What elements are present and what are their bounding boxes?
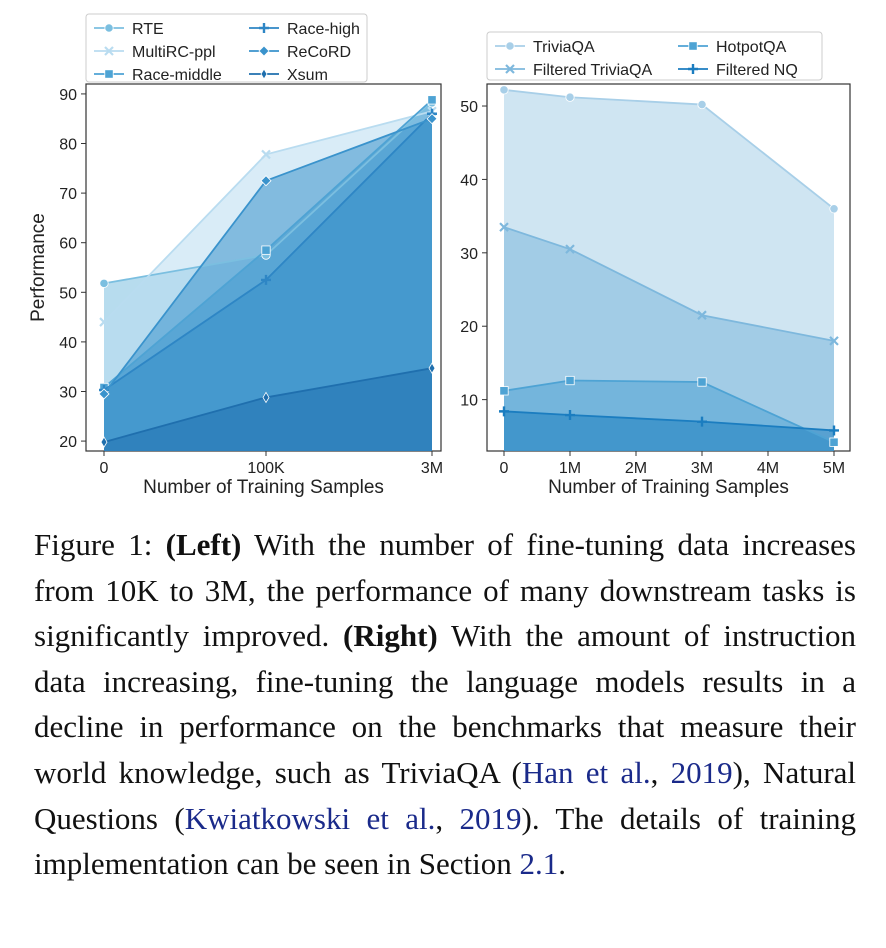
- data-point-0-1: [565, 92, 575, 102]
- x-tick-label: 100K: [247, 460, 285, 477]
- legend-marker-5: [260, 68, 268, 80]
- data-point-1-0: [99, 317, 109, 327]
- data-point-4-0: [98, 388, 110, 400]
- y-tick-label: 50: [59, 285, 77, 302]
- data-point-1-0: [499, 222, 509, 232]
- x-axis-label: Number of Training Samples: [548, 477, 789, 498]
- y-tick-label: 30: [59, 384, 77, 401]
- x-tick-label: 3M: [691, 460, 713, 477]
- data-point-2-2: [697, 377, 707, 387]
- y-tick-label: 30: [460, 246, 478, 263]
- data-point-3-1: [565, 410, 575, 421]
- legend-label-3: Race-high: [287, 21, 360, 38]
- data-point-2-0: [499, 386, 509, 396]
- data-point-1-1: [261, 149, 271, 160]
- y-tick-label: 10: [460, 393, 478, 410]
- legend-label-5: Xsum: [287, 67, 328, 84]
- legend-marker-2: [104, 69, 114, 79]
- data-point-1-3: [829, 336, 839, 346]
- series-line-3: [503, 410, 835, 432]
- y-tick-label: 70: [59, 186, 77, 203]
- citation-han-year-link[interactable]: 2019: [670, 754, 733, 790]
- figure-label: Figure 1:: [34, 527, 153, 562]
- data-point-3-2: [697, 416, 707, 427]
- legend-label-1: MultiRC-ppl: [132, 44, 216, 61]
- legend-marker-2: [688, 41, 698, 51]
- data-point-0-0: [99, 278, 109, 288]
- y-tick-label: 40: [460, 172, 478, 189]
- y-tick-label: 40: [59, 335, 77, 352]
- legend-label-3: Filtered NQ: [716, 62, 798, 79]
- series-area-4: [104, 118, 432, 451]
- x-tick-label: 1M: [559, 460, 581, 477]
- legend-label-4: ReCoRD: [287, 44, 351, 61]
- data-point-1-1: [565, 244, 575, 254]
- right-chart: 10 20 30 40 50 0 1M 2M 3M 4M 5M Number of Training …: [460, 31, 851, 498]
- data-point-1-2: [697, 310, 707, 320]
- right-text-1: With the amount of instruction data incr…: [34, 618, 856, 790]
- legend-marker-3: [259, 23, 269, 33]
- legend-label-0: TriviaQA: [533, 39, 595, 56]
- x-tick-label: 4M: [757, 460, 779, 477]
- legend-label-2: Race-middle: [132, 67, 222, 84]
- data-point-3-1: [261, 274, 271, 285]
- data-point-5-1: [262, 391, 270, 404]
- x-tick-label: 0: [500, 460, 509, 477]
- x-tick-label: 5M: [823, 460, 845, 477]
- legend-box: [486, 31, 823, 81]
- right-text-2: ), Natural Questions (: [34, 754, 857, 836]
- series-area-5: [104, 368, 432, 451]
- data-point-2-2: [427, 95, 437, 105]
- data-point-3-3: [829, 425, 839, 436]
- series-line-0: [503, 88, 835, 210]
- x-tick-label: 0: [100, 460, 109, 477]
- legend-marker-1: [104, 46, 114, 56]
- right-text-3: ). The details of training implementatio…: [34, 800, 856, 882]
- data-point-2-1: [565, 375, 575, 386]
- left-text: With the number of fine-tuning data incr…: [34, 527, 856, 654]
- legend-marker-0: [505, 41, 515, 51]
- data-point-5-0: [100, 436, 108, 448]
- data-point-0-2: [697, 99, 707, 110]
- data-point-0-0: [499, 85, 509, 95]
- data-point-2-3: [829, 437, 839, 447]
- figure-caption: Figure 1: (Left) With the number of fine…: [34, 527, 857, 882]
- section-ref-link[interactable]: 2.1: [519, 846, 559, 882]
- legend-marker-4: [258, 45, 270, 57]
- legend-marker-0: [104, 23, 114, 33]
- y-tick-label: 80: [59, 137, 77, 154]
- data-point-0-3: [829, 204, 839, 214]
- y-axis-label: Performance: [28, 213, 49, 322]
- citation-kwiatkowski-link[interactable]: Kwiatkowski et al.: [184, 800, 436, 836]
- y-tick-label: 60: [59, 236, 77, 253]
- x-tick-label: 2M: [625, 460, 647, 477]
- series-line-1: [503, 226, 835, 342]
- legend-box: [85, 13, 368, 83]
- legend-label-1: Filtered TriviaQA: [533, 62, 652, 79]
- caption-end: .: [558, 846, 567, 882]
- legend-marker-3: [688, 64, 698, 74]
- legend-label-2: HotpotQA: [716, 39, 787, 56]
- data-point-3-0: [499, 406, 509, 417]
- left-chart: 20 30 40 50 60 70 80 90 0 100K 3M Number of Trainin…: [28, 13, 443, 498]
- x-tick-label: 3M: [421, 460, 443, 477]
- series-area-3: [504, 411, 834, 451]
- y-tick-label: 50: [460, 99, 478, 116]
- data-point-5-2: [428, 362, 436, 374]
- legend-label-0: RTE: [132, 21, 164, 38]
- x-axis-label: Number of Training Samples: [143, 477, 384, 498]
- data-point-4-2: [426, 113, 438, 125]
- right-label: (Right): [343, 618, 438, 654]
- data-point-4-1: [260, 175, 272, 187]
- y-tick-label: 20: [460, 319, 478, 336]
- citation-han-link[interactable]: Han et al.: [521, 754, 651, 790]
- series-line-2: [503, 379, 835, 444]
- legend-marker-1: [505, 64, 515, 74]
- y-tick-label: 20: [59, 434, 77, 451]
- y-tick-label: 90: [59, 87, 77, 104]
- data-point-2-1: [261, 245, 271, 255]
- citation-kwiatkowski-year-link[interactable]: 2019: [459, 800, 522, 836]
- left-label: (Left): [165, 527, 242, 562]
